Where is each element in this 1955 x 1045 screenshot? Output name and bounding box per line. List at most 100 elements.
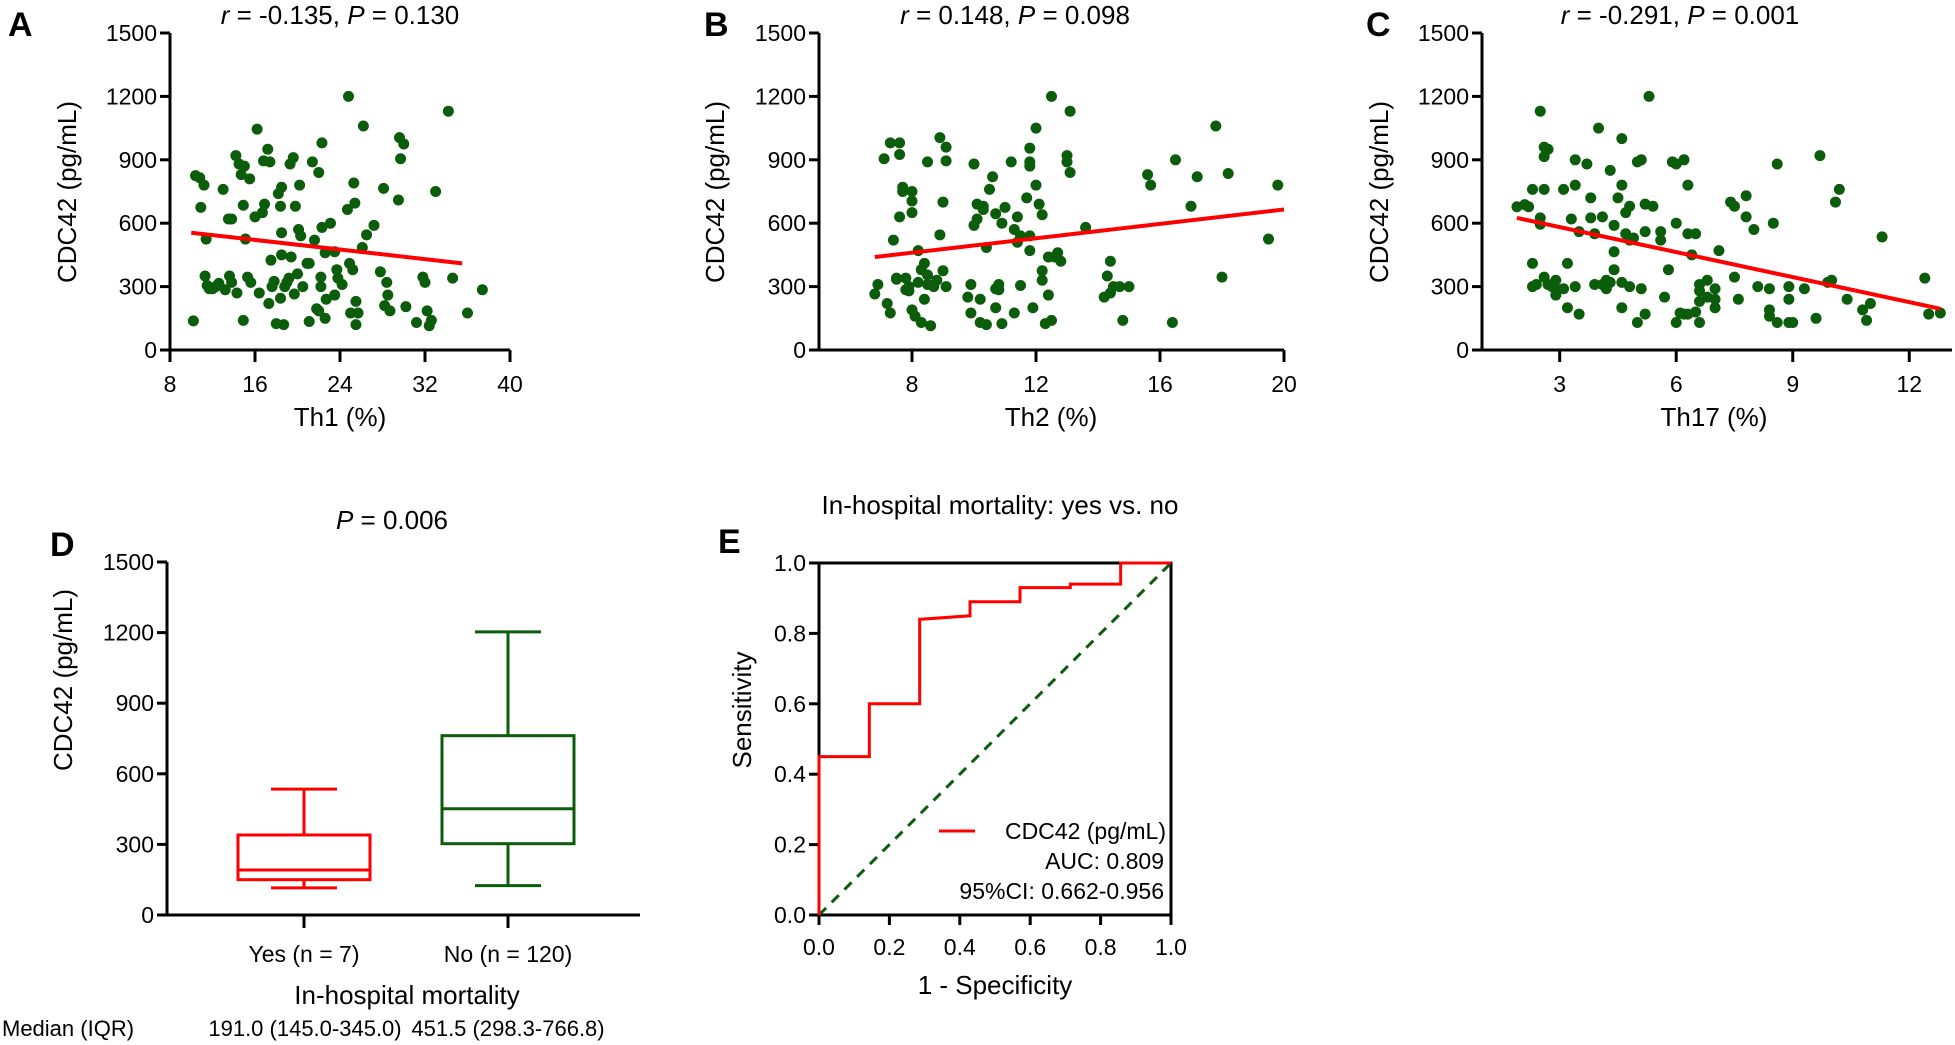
data-point bbox=[425, 314, 437, 326]
data-point bbox=[1008, 307, 1020, 319]
data-point bbox=[1585, 192, 1597, 204]
data-point bbox=[313, 166, 325, 178]
x-tick-label: 40 bbox=[497, 371, 523, 397]
x-tick-label: 1.0 bbox=[1155, 934, 1187, 960]
plot-frame bbox=[817, 561, 1173, 917]
y-tick-label: 1.0 bbox=[774, 550, 806, 576]
data-point bbox=[922, 156, 933, 168]
data-point bbox=[1639, 226, 1651, 238]
panel-a-xlabel: Th1 (%) bbox=[294, 402, 386, 432]
y-tick-label: 0 bbox=[793, 337, 806, 363]
data-point bbox=[1771, 158, 1783, 170]
data-point bbox=[962, 291, 974, 303]
data-point bbox=[984, 183, 995, 195]
y-tick-label: 0.4 bbox=[774, 761, 806, 787]
data-point bbox=[884, 307, 896, 319]
data-point bbox=[1857, 304, 1869, 316]
data-point bbox=[1538, 183, 1550, 195]
data-point bbox=[912, 276, 924, 288]
data-point bbox=[226, 213, 238, 225]
data-point bbox=[971, 213, 983, 225]
data-point bbox=[1024, 160, 1036, 172]
data-point bbox=[447, 272, 459, 284]
data-point bbox=[1701, 274, 1713, 286]
data-point bbox=[1616, 179, 1628, 191]
box-yes bbox=[236, 787, 372, 890]
y-tick-label: 1200 bbox=[106, 83, 157, 109]
data-point bbox=[996, 217, 1008, 229]
data-point bbox=[1011, 211, 1023, 223]
panel-c-points bbox=[1511, 90, 1946, 329]
data-point bbox=[1589, 278, 1601, 290]
data-point bbox=[350, 319, 362, 331]
data-point bbox=[1647, 200, 1659, 212]
data-point bbox=[1046, 90, 1057, 102]
data-point bbox=[331, 264, 343, 276]
data-point bbox=[1561, 257, 1573, 269]
data-point bbox=[1612, 192, 1624, 204]
data-point bbox=[235, 169, 247, 181]
data-point bbox=[1608, 264, 1620, 276]
y-tick-label: 900 bbox=[1431, 147, 1469, 173]
data-point bbox=[1064, 166, 1076, 178]
data-point bbox=[1191, 171, 1203, 183]
data-point bbox=[1581, 158, 1593, 170]
x-tick-label: 0.8 bbox=[1085, 934, 1117, 960]
data-point bbox=[1752, 281, 1764, 293]
data-point bbox=[1585, 212, 1597, 224]
panel-b-ylabel: CDC42 (pg/mL) bbox=[700, 101, 730, 283]
data-point bbox=[1216, 271, 1228, 283]
y-tick-label: 300 bbox=[768, 274, 806, 300]
data-point bbox=[1042, 289, 1054, 301]
y-tick-label: 600 bbox=[116, 761, 154, 787]
data-point bbox=[1655, 234, 1667, 246]
data-point bbox=[329, 289, 341, 301]
data-point bbox=[891, 272, 902, 284]
data-point bbox=[352, 307, 364, 319]
data-point bbox=[361, 229, 373, 241]
median-iqr-label: Median (IQR) bbox=[2, 1016, 134, 1041]
data-point bbox=[1876, 231, 1888, 243]
data-point bbox=[1030, 122, 1042, 134]
data-point bbox=[1670, 217, 1682, 229]
data-point bbox=[1569, 281, 1581, 293]
data-point bbox=[382, 289, 394, 301]
median-iqr-yes: 191.0 (145.0-345.0) bbox=[208, 1016, 401, 1041]
panel-d-xlabel: In-hospital mortality bbox=[294, 980, 519, 1010]
data-point bbox=[1542, 143, 1554, 155]
data-point bbox=[1064, 105, 1076, 117]
data-point bbox=[309, 234, 320, 246]
data-point bbox=[430, 186, 442, 197]
data-point bbox=[940, 155, 952, 167]
data-point bbox=[264, 156, 276, 168]
data-point bbox=[1694, 317, 1706, 329]
data-point bbox=[341, 203, 353, 215]
data-point bbox=[199, 270, 211, 282]
data-point bbox=[1861, 314, 1873, 326]
panel-e-title: In-hospital mortality: yes vs. no bbox=[822, 490, 1179, 520]
panel-d-ylabel: CDC42 (pg/mL) bbox=[48, 589, 78, 771]
panel-c-xlabel: Th17 (%) bbox=[1661, 402, 1768, 432]
data-point bbox=[259, 198, 271, 210]
data-point bbox=[315, 271, 327, 283]
data-point bbox=[1561, 302, 1573, 314]
data-point bbox=[1530, 278, 1542, 290]
data-point bbox=[294, 179, 306, 191]
data-point bbox=[278, 319, 290, 331]
panel-letter-a: A bbox=[8, 6, 33, 44]
data-point bbox=[1616, 302, 1628, 314]
box-iqr bbox=[236, 833, 372, 882]
panel-letter-e: E bbox=[718, 523, 741, 561]
data-point bbox=[1608, 219, 1620, 231]
data-point bbox=[1709, 302, 1721, 314]
panel-e-axes: 0.0 0.2 0.4 0.6 0.8 1.0 0.0 0.2 0.4 0.6 0.8 1.0 bbox=[774, 550, 1187, 960]
data-point bbox=[195, 201, 207, 213]
data-point bbox=[965, 307, 977, 319]
x-tick-label: 16 bbox=[242, 371, 268, 397]
data-point bbox=[1526, 257, 1538, 269]
data-point bbox=[897, 181, 909, 193]
y-tick-label: 300 bbox=[116, 831, 154, 857]
data-point bbox=[1534, 105, 1546, 117]
data-point bbox=[1635, 154, 1647, 166]
panel-d-title: P = 0.006 bbox=[336, 505, 448, 535]
